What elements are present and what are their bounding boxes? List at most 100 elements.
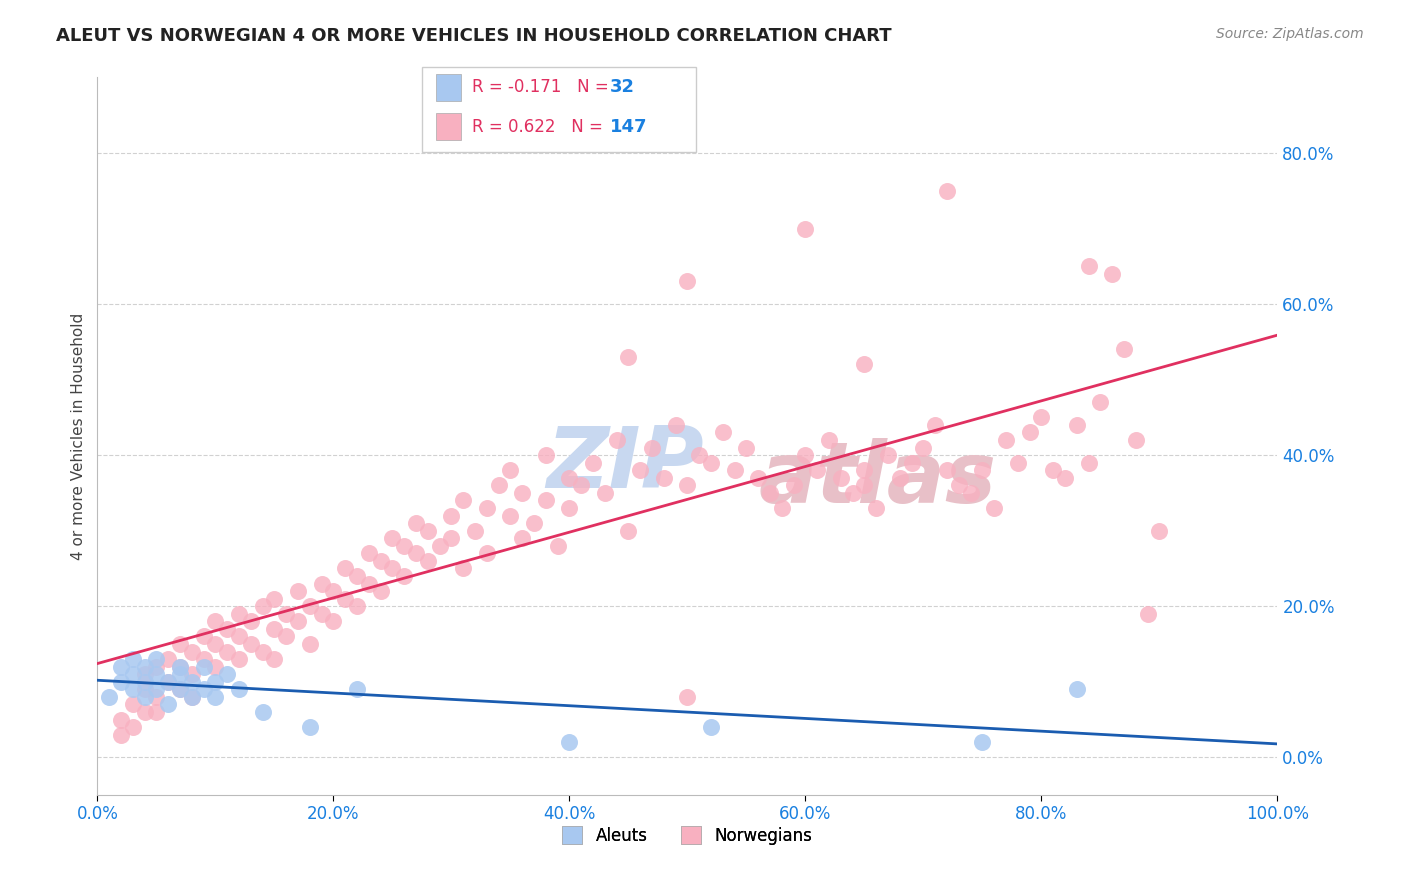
Point (499, 508, 522, 523)
Point (134, 682, 156, 697)
Point (641, 441, 664, 455)
Point (1066, 682, 1088, 697)
Point (134, 705, 156, 719)
Point (145, 659, 167, 673)
Point (392, 539, 415, 553)
Point (311, 607, 333, 621)
Point (405, 516, 427, 530)
Point (569, 478, 592, 492)
Point (169, 682, 191, 697)
Point (276, 607, 298, 621)
Point (204, 659, 226, 673)
Point (416, 524, 439, 538)
Point (664, 417, 686, 432)
Point (711, 425, 734, 440)
Point (193, 659, 215, 673)
Text: 147: 147 (610, 118, 648, 136)
Point (145, 652, 167, 666)
Point (110, 713, 132, 727)
Point (357, 576, 380, 591)
Text: R = 0.622   N =: R = 0.622 N = (472, 118, 609, 136)
Point (451, 493, 474, 508)
Point (593, 486, 616, 500)
Point (853, 478, 876, 492)
Point (157, 652, 180, 666)
Point (617, 524, 640, 538)
Point (510, 531, 533, 545)
Point (311, 576, 333, 591)
Point (357, 546, 380, 560)
Point (877, 448, 900, 462)
Point (217, 667, 239, 681)
Point (322, 615, 344, 629)
Point (617, 350, 640, 364)
Point (239, 637, 262, 651)
Text: ZIP: ZIP (546, 424, 703, 507)
Point (1101, 267, 1123, 281)
Point (228, 607, 250, 621)
Point (676, 478, 699, 492)
Point (322, 584, 344, 599)
Point (1007, 456, 1029, 470)
Point (121, 698, 143, 712)
Point (180, 690, 202, 704)
Point (276, 629, 298, 643)
Point (370, 554, 392, 568)
Point (1077, 260, 1099, 274)
Point (770, 501, 793, 516)
Point (1149, 524, 1171, 538)
Point (806, 463, 828, 477)
Point (818, 433, 841, 447)
Point (180, 690, 202, 704)
Point (298, 720, 321, 734)
Point (287, 615, 309, 629)
Point (157, 674, 180, 689)
Point (582, 456, 605, 470)
Point (853, 463, 876, 477)
Text: R = -0.171   N =: R = -0.171 N = (472, 78, 614, 96)
Point (134, 667, 156, 681)
Point (936, 184, 959, 198)
Point (534, 493, 557, 508)
Point (1125, 433, 1147, 447)
Point (217, 644, 239, 658)
Point (912, 441, 935, 455)
Point (263, 591, 285, 606)
Point (759, 486, 782, 500)
Point (889, 471, 911, 485)
Point (547, 539, 569, 553)
Point (700, 456, 723, 470)
Point (747, 471, 769, 485)
Point (263, 652, 285, 666)
Point (794, 448, 817, 462)
Point (652, 471, 675, 485)
Point (134, 690, 156, 704)
Point (1031, 410, 1053, 425)
Point (121, 652, 143, 666)
Text: atlas: atlas (758, 438, 997, 521)
Point (134, 674, 156, 689)
Point (204, 637, 226, 651)
Point (145, 667, 167, 681)
Point (110, 674, 132, 689)
Point (841, 486, 863, 500)
Text: Source: ZipAtlas.com: Source: ZipAtlas.com (1216, 27, 1364, 41)
Point (1077, 456, 1099, 470)
Point (180, 674, 202, 689)
Point (510, 486, 533, 500)
Point (499, 463, 522, 477)
Point (121, 720, 143, 734)
Point (298, 637, 321, 651)
Text: ALEUT VS NORWEGIAN 4 OR MORE VEHICLES IN HOUSEHOLD CORRELATION CHART: ALEUT VS NORWEGIAN 4 OR MORE VEHICLES IN… (56, 27, 891, 45)
Point (1090, 395, 1112, 409)
Point (204, 615, 226, 629)
Point (204, 674, 226, 689)
Legend: Aleuts, Norwegians: Aleuts, Norwegians (555, 820, 818, 851)
Point (110, 728, 132, 742)
Point (1053, 471, 1076, 485)
Point (1066, 417, 1088, 432)
Point (735, 441, 758, 455)
Point (180, 667, 202, 681)
Point (983, 501, 1005, 516)
Y-axis label: 4 or more Vehicles in Household: 4 or more Vehicles in Household (72, 312, 86, 560)
